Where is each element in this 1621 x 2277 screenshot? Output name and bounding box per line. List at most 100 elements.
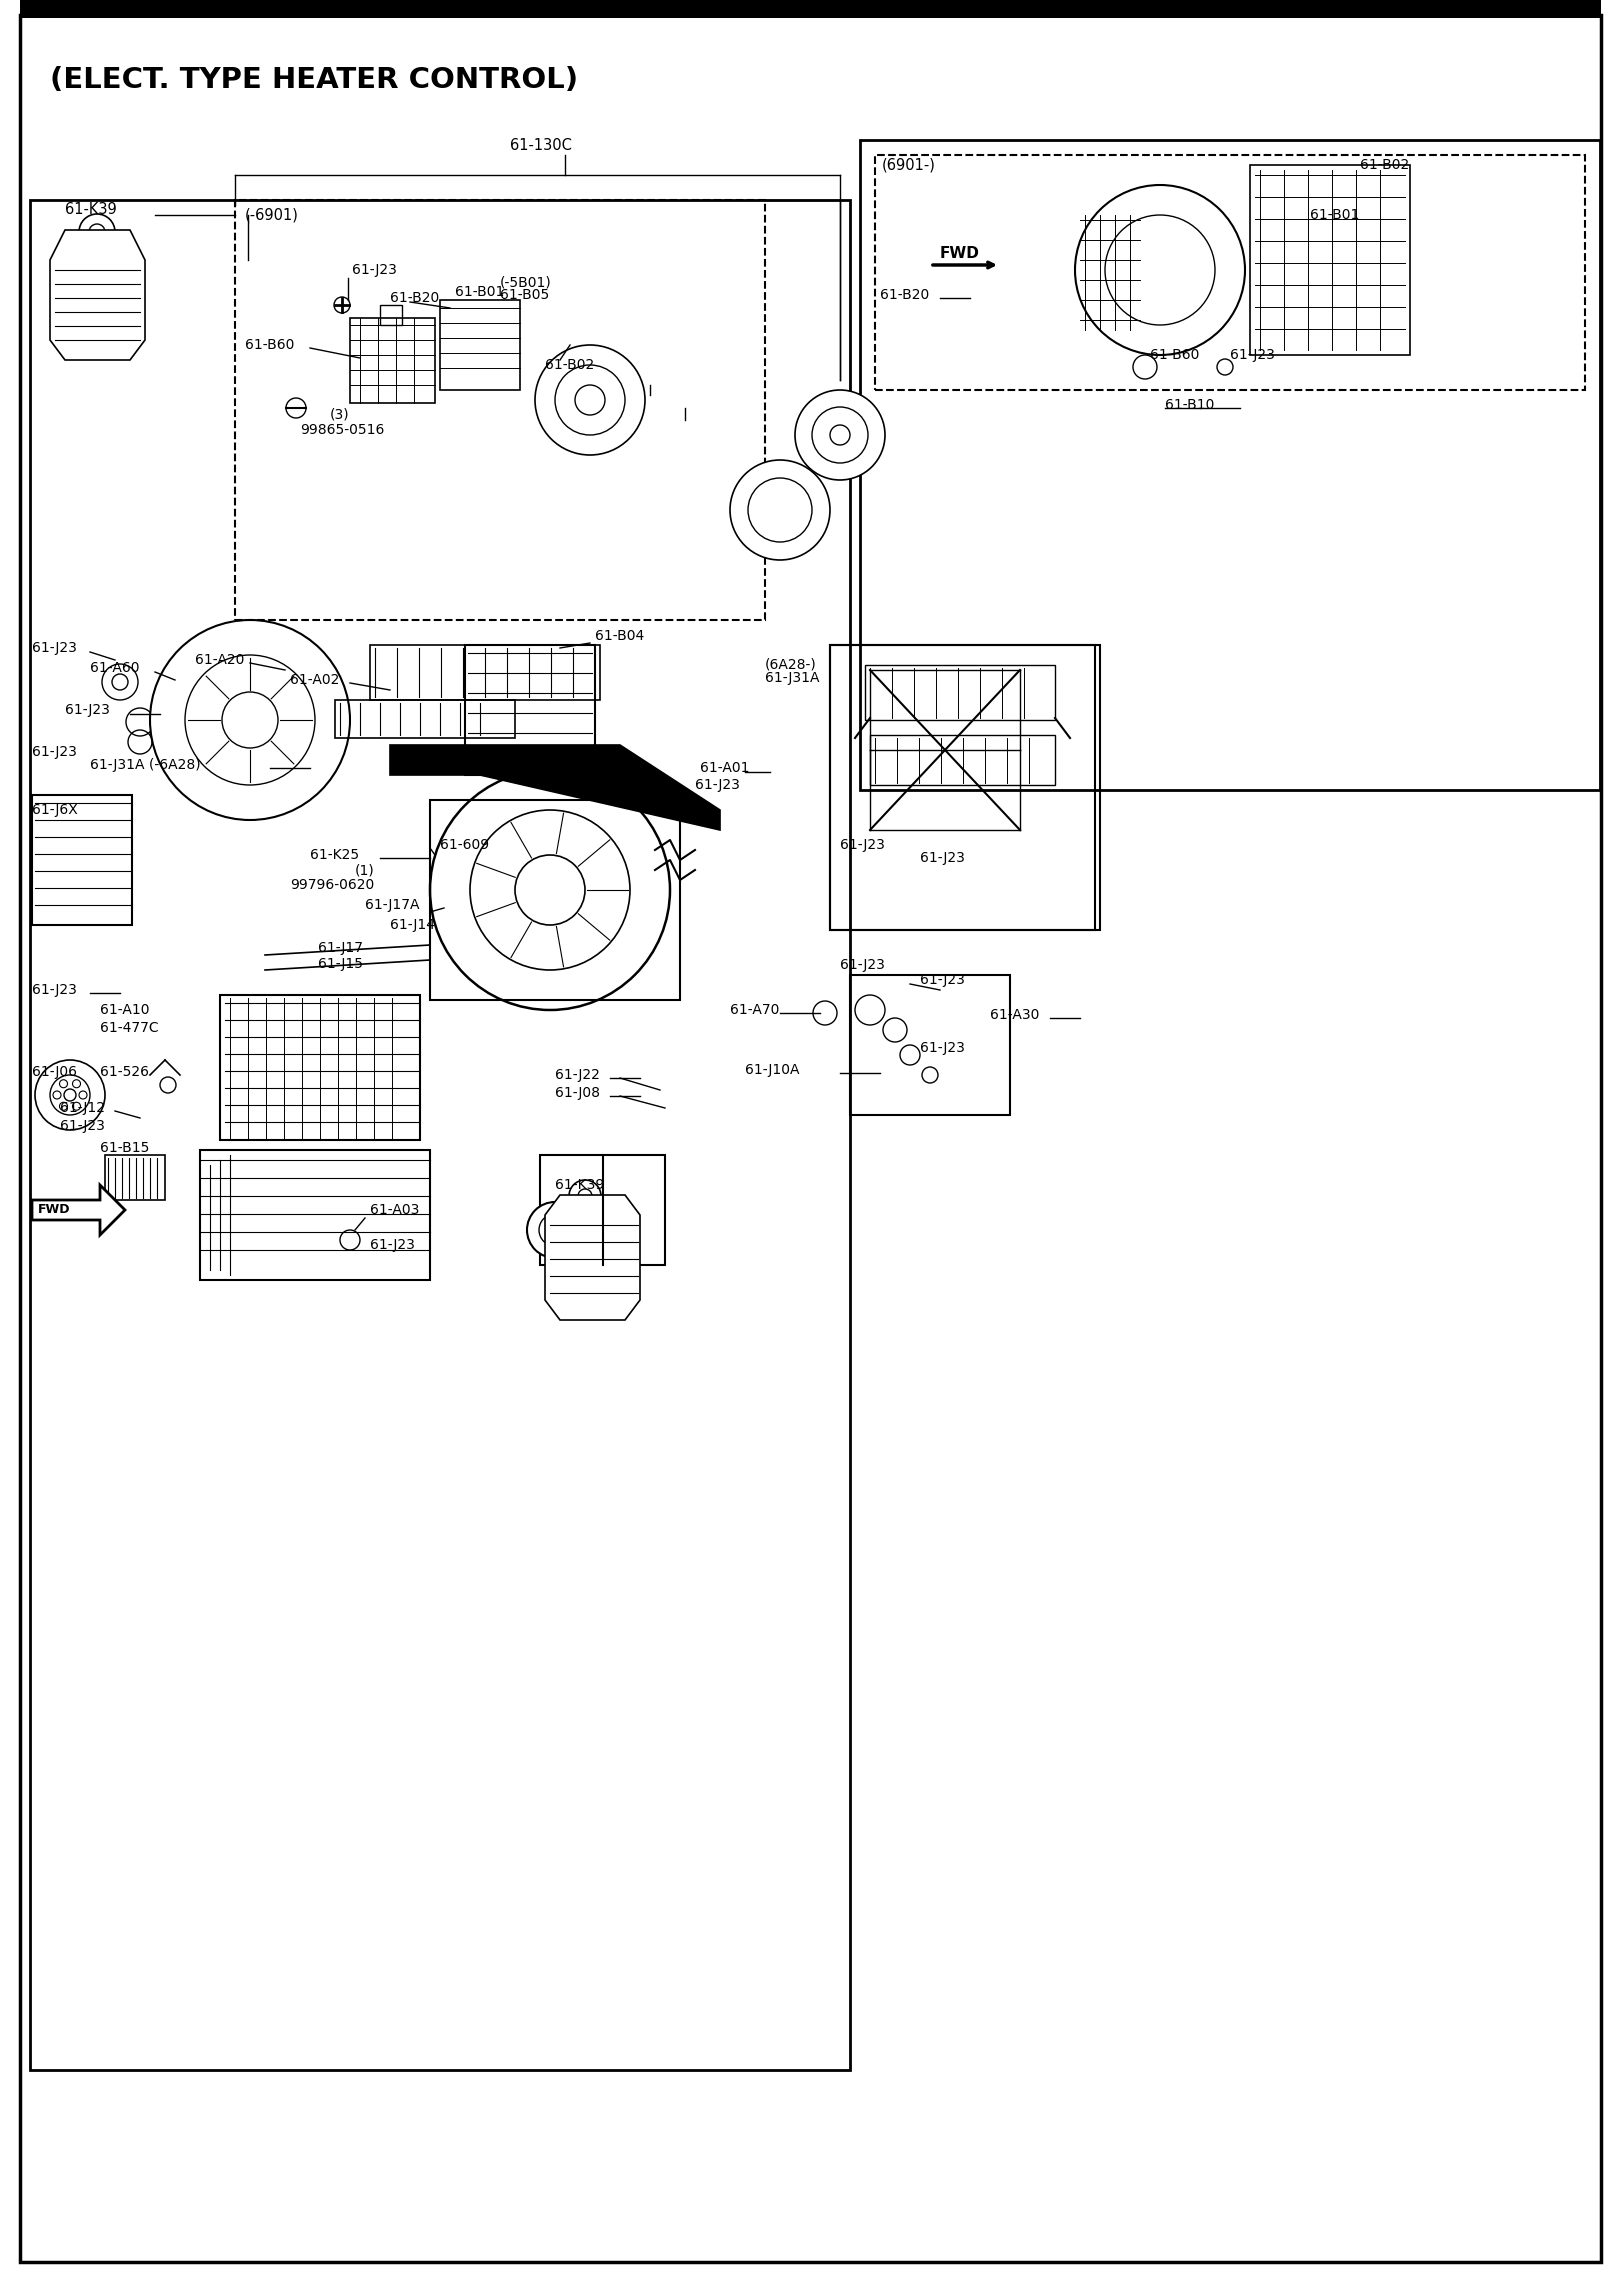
Bar [19,0,1602,18]
Text: (1): (1) [355,863,374,877]
Bar [430,799,679,1000]
Text: 61-B10: 61-B10 [1165,398,1214,412]
Text: FWD: FWD [37,1202,70,1216]
Text: 61-J23: 61-J23 [65,704,110,717]
Bar [870,735,1055,786]
Text: 61-B15: 61-B15 [101,1141,149,1154]
Text: 61-A70: 61-A70 [729,1002,780,1018]
Circle shape [430,770,669,1011]
Bar [1250,164,1410,355]
Text: 61-K39: 61-K39 [554,1177,605,1191]
Text: 61-A03: 61-A03 [370,1202,420,1216]
Text: FWD: FWD [940,246,979,262]
Text: (-5B01): (-5B01) [499,276,551,289]
Polygon shape [32,1184,125,1234]
Bar [199,1150,430,1280]
Text: 61-J23: 61-J23 [32,745,76,758]
Text: 61-B01: 61-B01 [1310,207,1360,221]
Text: 99796-0620: 99796-0620 [290,879,374,893]
Polygon shape [391,745,720,831]
Text: 61-B20: 61-B20 [391,291,439,305]
Text: 61-J23: 61-J23 [921,1041,964,1054]
Bar [220,995,420,1141]
Text: 61-J31A: 61-J31A [765,672,820,685]
Bar [105,1154,165,1200]
Text: 61-J17: 61-J17 [318,940,363,954]
Text: 61-B20: 61-B20 [880,287,929,303]
Text: 61-B02: 61-B02 [545,357,595,371]
Bar [379,305,402,326]
Bar [31,200,849,2070]
Bar [32,795,131,924]
Text: 61-J31A (-6A28): 61-J31A (-6A28) [91,758,201,772]
Text: 61-J23: 61-J23 [840,959,885,972]
Polygon shape [545,1195,640,1321]
Bar [439,301,520,389]
Text: 61-B05: 61-B05 [499,287,550,303]
Bar [875,155,1585,389]
Text: 61-J15: 61-J15 [318,956,363,970]
Bar [540,1154,665,1266]
Circle shape [222,692,277,749]
Text: 61-K39: 61-K39 [65,203,117,219]
Circle shape [151,619,350,820]
Text: 61-J14: 61-J14 [391,918,434,931]
Text: 99865-0516: 99865-0516 [300,424,384,437]
Text: 61-J6X: 61-J6X [32,804,78,817]
Text: 61-477C: 61-477C [101,1020,159,1036]
Text: 61-J23: 61-J23 [840,838,885,852]
Text: 61-B02: 61-B02 [1360,157,1409,173]
Circle shape [535,346,645,455]
Text: 61-J06: 61-J06 [32,1066,78,1079]
Bar [861,139,1600,790]
Text: 61-K25: 61-K25 [310,847,360,863]
Text: 61-J08: 61-J08 [554,1086,600,1100]
Text: 61-J10A: 61-J10A [746,1063,799,1077]
Text: 61-B60: 61-B60 [245,337,295,353]
Text: (6A28-): (6A28-) [765,658,817,672]
Text: 61-B60: 61-B60 [1149,348,1200,362]
Text: 61-A02: 61-A02 [290,674,339,688]
Circle shape [794,389,885,480]
Text: 61-J23: 61-J23 [921,852,964,865]
Text: 61-B01: 61-B01 [456,285,504,298]
Bar [866,665,1055,720]
Text: 61-A20: 61-A20 [195,653,245,667]
Text: 61-A30: 61-A30 [990,1009,1039,1022]
Circle shape [1075,184,1245,355]
Bar [830,644,1101,929]
Circle shape [729,460,830,560]
Text: 61-J23: 61-J23 [32,984,76,997]
Text: 61-526: 61-526 [101,1066,149,1079]
Circle shape [89,223,105,239]
Text: (ELECT. TYPE HEATER CONTROL): (ELECT. TYPE HEATER CONTROL) [50,66,579,93]
Text: 61-B04: 61-B04 [595,628,644,642]
Circle shape [79,214,115,250]
Bar [195,1050,405,1296]
Text: 61-J23: 61-J23 [60,1118,105,1134]
Circle shape [36,1061,105,1129]
Bar [336,699,515,738]
Text: 61-J23: 61-J23 [370,1239,415,1252]
Text: 61-J23: 61-J23 [1230,348,1274,362]
Text: 61-609: 61-609 [439,838,490,852]
Text: (3): (3) [331,408,350,421]
Text: 61-J23: 61-J23 [921,972,964,986]
Bar [370,644,600,699]
Text: 61-J23: 61-J23 [352,264,397,278]
Text: 61-J12: 61-J12 [60,1102,105,1116]
Bar [350,319,434,403]
Circle shape [515,854,585,924]
Bar [830,644,1096,929]
Bar [195,694,751,1259]
Text: 61-A10: 61-A10 [101,1002,149,1018]
Text: 61-J22: 61-J22 [554,1068,600,1082]
Text: 61-J17A: 61-J17A [365,897,420,913]
Text: 61-130C: 61-130C [511,137,572,153]
Bar [465,644,595,774]
Text: (6901-): (6901-) [882,157,935,173]
Circle shape [527,1202,584,1257]
Circle shape [569,1179,601,1211]
Text: 61-J23: 61-J23 [695,779,739,792]
Text: 61-A60: 61-A60 [91,660,139,674]
